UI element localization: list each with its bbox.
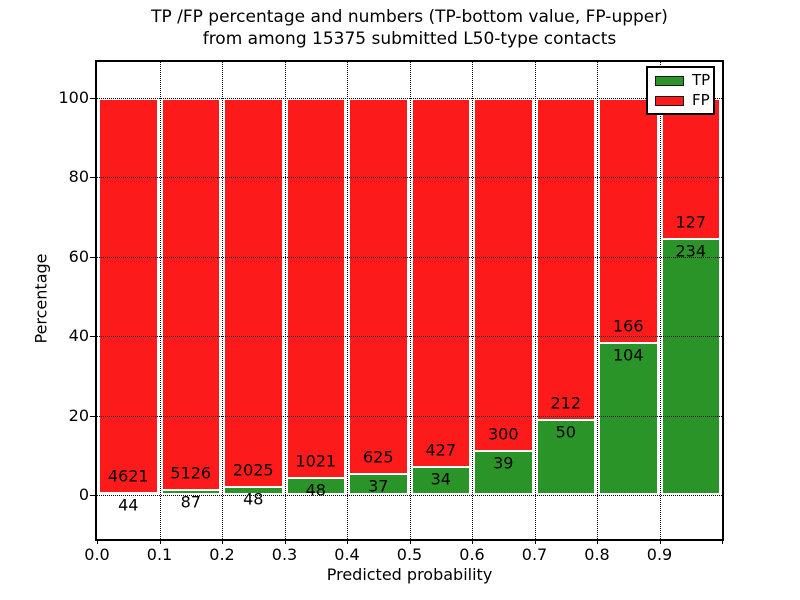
x-tick-mark [659, 539, 661, 544]
x-tick-mark [222, 539, 223, 544]
fp-count-label: 2025 [232, 460, 274, 480]
fp-count-label: 127 [675, 212, 707, 232]
y-tick-label: 100 [58, 87, 89, 107]
v-gridline [472, 62, 473, 539]
tp-count-label: 234 [675, 241, 707, 261]
tp-count-label: 44 [118, 495, 139, 515]
fp-bar-segment [598, 97, 659, 343]
fp-count-label: 1021 [295, 451, 337, 471]
tp-bar-segment [410, 465, 471, 496]
fp-bar-segment [348, 97, 409, 474]
x-tick-label: 0.0 [84, 545, 110, 564]
ticks-layer: 0 20 40 60 80 100 0.0 0.1 0.2 0.3 0.4 0.5 0.6 0.7 0.8 0… [58, 62, 723, 564]
x-tick-mark [534, 539, 536, 544]
plot-area: 0 20 40 60 80 100 0.0 0.1 0.2 0.3 0.4 0.5 0.6 0.7 0.8 0… [58, 60, 724, 564]
legend-label: FP [692, 91, 710, 109]
x-tick-label: 0.6 [459, 545, 485, 564]
fp-bar-segment [223, 97, 284, 487]
v-gridline [659, 62, 661, 539]
tp-count-label: 50 [555, 422, 576, 442]
x-tick-mark [722, 539, 723, 544]
x-tick-label: 0.9 [646, 545, 673, 564]
legend: TP FP [646, 66, 715, 115]
legend-row: TP [648, 73, 713, 88]
fp-count-label: 427 [425, 440, 457, 460]
tp-bar-segment [473, 449, 534, 496]
x-tick-mark [597, 539, 598, 544]
y-tick-mark [90, 336, 95, 338]
tp-count-label: 87 [180, 492, 201, 512]
tp-count-label: 37 [368, 476, 389, 496]
bars-layer [97, 62, 722, 539]
y-tick-mark [90, 495, 95, 497]
x-axis-label: Predicted probability [326, 565, 493, 584]
v-gridline [597, 62, 598, 539]
x-tick-label: 0.5 [396, 545, 423, 564]
grid-layer [97, 62, 722, 539]
v-gridline [284, 62, 286, 539]
chart-title: TP /FP percentage and numbers (TP-bottom… [95, 6, 724, 50]
fp-bar-segment [410, 97, 471, 466]
fp-count-label: 166 [612, 316, 644, 336]
fp-legend-swatch [655, 95, 684, 106]
tp-count-label: 34 [430, 469, 451, 489]
v-gridline [159, 62, 161, 539]
chart-title-line2: from among 15375 submitted L50-type cont… [202, 29, 617, 49]
y-tick-label: 0 [78, 485, 89, 505]
x-tick-label: 0.2 [209, 545, 235, 564]
fp-bar-segment [535, 97, 596, 420]
tp-bar-segment [285, 477, 346, 496]
x-tick-mark [97, 539, 98, 544]
y-tick-label: 80 [68, 167, 89, 187]
x-tick-mark [159, 539, 161, 544]
y-axis-label: Percentage [31, 253, 51, 344]
tp-bar-segment [535, 419, 596, 496]
fp-bar-segment [160, 97, 221, 489]
x-tick-mark [409, 539, 411, 544]
v-gridline [534, 62, 536, 539]
fp-count-label: 4621 [107, 466, 149, 486]
fp-bar-segment [98, 97, 159, 492]
tp-bar-segment [348, 473, 409, 496]
v-gridline [347, 62, 348, 539]
y-tick-label: 60 [68, 246, 89, 266]
y-tick-mark [90, 256, 95, 258]
v-gridline [409, 62, 411, 539]
y-tick-mark [90, 177, 95, 179]
fp-count-label: 212 [550, 393, 582, 413]
fp-count-label: 625 [362, 447, 394, 467]
tp-bar-segment [660, 237, 721, 496]
x-tick-label: 0.7 [521, 545, 548, 564]
x-tick-label: 0.3 [271, 545, 298, 564]
legend-row: FP [648, 93, 713, 108]
x-tick-label: 0.1 [146, 545, 173, 564]
fp-bar-segment [285, 97, 346, 478]
x-tick-label: 0.8 [584, 545, 610, 564]
tp-bar-segment [598, 342, 659, 496]
y-tick-mark [90, 97, 95, 99]
tp-bar-segment [98, 491, 159, 496]
v-gridline [222, 62, 223, 539]
tp-count-label: 104 [612, 345, 644, 365]
x-tick-label: 0.4 [334, 545, 360, 564]
fp-count-label: 300 [487, 424, 519, 444]
chart-title-line1: TP /FP percentage and numbers (TP-bottom… [151, 7, 668, 27]
y-tick-label: 40 [68, 326, 89, 346]
fp-bar-segment [660, 97, 721, 238]
tp-legend-swatch [655, 75, 684, 86]
y-tick-label: 20 [68, 405, 89, 425]
tp-bar-segment [223, 486, 284, 496]
fp-count-label: 5126 [170, 463, 212, 483]
y-tick-mark [90, 415, 95, 417]
bar-count-labels-layer: 4621 44 5126 87 2025 48 1021 48 625 37 427 34 300 39 2… [97, 62, 722, 539]
x-tick-mark [284, 539, 286, 544]
tp-bar-segment [160, 488, 221, 496]
tp-count-label: 48 [305, 480, 326, 500]
x-tick-mark [347, 539, 348, 544]
tp-count-label: 39 [493, 453, 514, 473]
x-tick-mark [472, 539, 473, 544]
tp-count-label: 48 [243, 489, 264, 509]
legend-label: TP [692, 71, 711, 89]
